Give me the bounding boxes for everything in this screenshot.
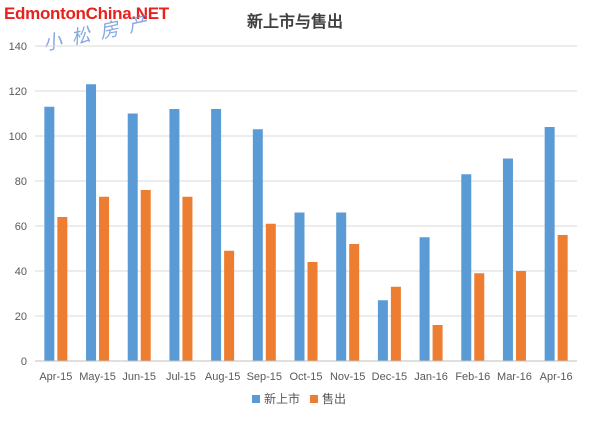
y-tick-label: 40 bbox=[15, 266, 27, 278]
y-tick-label: 100 bbox=[9, 131, 27, 143]
x-tick-label: Dec-15 bbox=[372, 371, 407, 383]
bar-listed bbox=[86, 84, 97, 361]
bar-sold bbox=[390, 286, 401, 361]
legend-swatch bbox=[310, 395, 318, 403]
bar-listed bbox=[544, 127, 555, 361]
x-tick-label: Mar-16 bbox=[497, 371, 532, 383]
x-tick-label: Jun-15 bbox=[122, 371, 156, 383]
legend-swatch bbox=[252, 395, 260, 403]
bar-sold bbox=[57, 217, 68, 361]
bar-listed bbox=[336, 212, 347, 361]
y-tick-label: 140 bbox=[9, 41, 27, 53]
bar-sold bbox=[307, 262, 318, 361]
bar-sold bbox=[557, 235, 568, 361]
bar-listed bbox=[211, 109, 222, 361]
x-tick-label: Feb-16 bbox=[455, 371, 490, 383]
x-tick-label: May-15 bbox=[79, 371, 116, 383]
bar-sold bbox=[432, 325, 443, 361]
y-tick-label: 20 bbox=[15, 311, 27, 323]
x-tick-label: Apr-16 bbox=[540, 371, 573, 383]
bar-listed bbox=[294, 212, 305, 361]
bar-listed bbox=[252, 129, 263, 361]
bar-listed bbox=[127, 113, 138, 361]
y-tick-label: 60 bbox=[15, 221, 27, 233]
bar-sold bbox=[99, 196, 110, 361]
bar-listed bbox=[169, 109, 180, 361]
bar-sold bbox=[140, 190, 151, 361]
x-tick-label: Nov-15 bbox=[330, 371, 365, 383]
bar-listed bbox=[44, 106, 55, 361]
site-watermark: EdmontonChina.NET bbox=[4, 4, 169, 23]
bar-sold bbox=[182, 196, 193, 361]
x-tick-label: Oct-15 bbox=[289, 371, 322, 383]
x-tick-label: Apr-15 bbox=[39, 371, 72, 383]
x-tick-label: Jul-15 bbox=[166, 371, 196, 383]
bar-sold bbox=[515, 271, 526, 361]
bar-sold bbox=[224, 250, 235, 361]
x-tick-label: Sep-15 bbox=[247, 371, 282, 383]
legend-label: 新上市 bbox=[264, 391, 300, 406]
x-tick-label: Jan-16 bbox=[414, 371, 448, 383]
bar-sold bbox=[474, 273, 485, 361]
bar-listed bbox=[502, 158, 513, 361]
bar-listed bbox=[419, 237, 430, 361]
y-tick-label: 0 bbox=[21, 356, 27, 368]
x-tick-label: Aug-15 bbox=[205, 371, 240, 383]
chart-title: 新上市与售出 bbox=[246, 12, 343, 31]
bar-listed bbox=[377, 300, 388, 361]
bar-sold bbox=[265, 223, 276, 361]
bar-listed bbox=[461, 174, 472, 361]
y-tick-label: 80 bbox=[15, 176, 27, 188]
y-tick-label: 120 bbox=[9, 86, 27, 98]
bar-sold bbox=[349, 244, 360, 361]
legend-label: 售出 bbox=[322, 391, 346, 406]
